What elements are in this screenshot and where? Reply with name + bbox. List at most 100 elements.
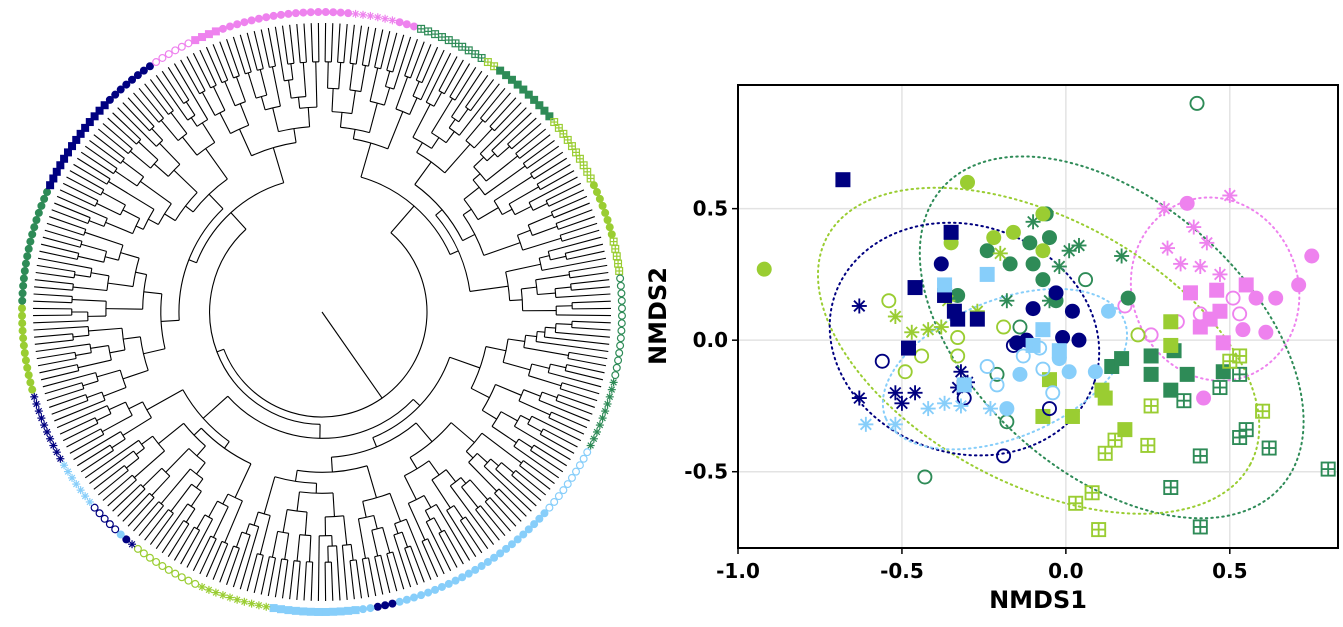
leaf-marker [198,33,206,41]
branch [551,412,587,428]
branch [60,190,95,206]
branch [189,260,197,263]
branch [148,219,158,224]
scatter-point [1190,97,1203,110]
branch [383,527,390,552]
leaf-marker [35,407,43,415]
branch [361,143,371,177]
leaf-marker [610,238,617,245]
branch [532,226,557,235]
scatter-point [999,293,1014,308]
branch [196,479,202,488]
branch [545,327,555,328]
marker-shape [19,289,27,297]
marker-shape [1291,277,1306,292]
scatter-point [852,391,867,406]
scatter-point [1194,449,1207,462]
branch [78,360,111,368]
branch [63,183,98,200]
marker-shape [980,267,995,282]
marker-shape [1209,283,1224,298]
leaf-marker [112,526,119,533]
leaf-marker [91,504,98,511]
branch-arc [210,229,320,424]
branch [123,210,140,219]
branch [352,91,355,114]
leaf-marker [299,607,307,615]
branch [569,265,607,271]
scatter-point [1121,291,1136,306]
branch [413,399,420,405]
branch [318,536,319,601]
marker-shape [997,449,1010,462]
marker-shape [960,175,975,190]
branch [303,62,306,96]
scatter-point [858,417,873,432]
scatter-point [1088,364,1103,379]
branch [126,458,139,468]
branch [339,62,341,88]
branch [112,439,125,448]
leaf-marker [616,268,623,275]
marker-shape [1239,277,1254,292]
branch [362,559,368,597]
scatter-point [1212,267,1227,282]
branch [110,350,125,353]
marker-shape [1212,304,1227,319]
marker-shape [551,499,558,506]
leaf-marker [452,40,459,47]
leaf-marker [610,378,618,386]
leaf-marker [577,462,584,469]
scatter-point [1012,367,1027,382]
leaf-marker [619,312,626,319]
branch [73,335,89,337]
leaf-marker [56,455,64,463]
branch [187,56,205,90]
branch [502,209,512,214]
leaf-marker [153,559,160,566]
branch [416,44,431,80]
marker-shape [165,51,172,58]
branch [375,557,383,595]
branch [200,539,216,574]
marker-shape [1026,256,1041,271]
marker-shape [22,260,30,268]
leaf-marker [277,11,285,19]
branch [469,462,497,491]
leaf-marker [618,327,625,334]
marker-shape [344,9,352,17]
leaf-marker [322,8,330,16]
marker-shape [1216,335,1231,350]
branch [374,515,377,528]
branch [353,129,355,139]
leaf-marker [439,34,446,41]
branch [103,387,126,396]
marker-shape [899,365,912,378]
branch [413,104,430,137]
marker-shape [134,545,141,552]
branch [213,44,228,80]
branch [123,161,144,177]
branch [52,401,88,415]
marker-shape [40,195,48,203]
leaf-marker [612,245,619,252]
leaf-marker [147,554,154,561]
scatter-point [1233,431,1246,444]
branch [515,206,531,214]
leaf-marker [25,245,33,253]
marker-shape [1035,206,1050,221]
branch [273,148,283,183]
branch [569,352,607,358]
branch [37,265,75,271]
scatter-point [1006,225,1021,240]
scatter-point [951,349,964,362]
marker-shape [1180,367,1195,382]
branch [87,392,102,397]
branch [273,108,279,132]
marker-shape [619,305,626,312]
marker-shape [584,449,591,456]
leaf-marker [459,43,466,50]
branch [194,428,201,435]
leaf-marker [359,11,367,19]
